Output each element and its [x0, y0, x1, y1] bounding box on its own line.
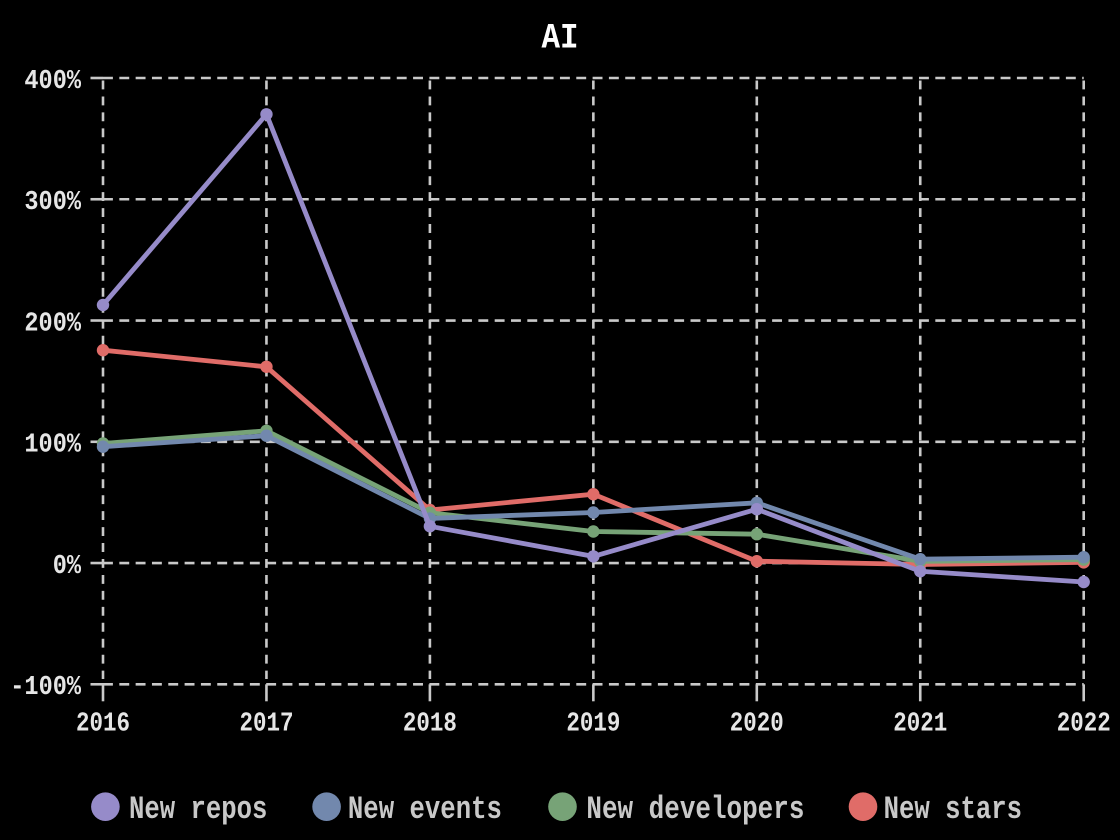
- svg-text:New repos: New repos: [129, 791, 267, 828]
- svg-text:0%: 0%: [53, 552, 82, 582]
- svg-text:400%: 400%: [24, 67, 81, 97]
- svg-text:2020: 2020: [730, 710, 784, 740]
- svg-text:2022: 2022: [1057, 710, 1111, 740]
- svg-text:-100%: -100%: [10, 673, 81, 703]
- svg-text:2019: 2019: [566, 710, 620, 740]
- svg-text:2017: 2017: [239, 710, 293, 740]
- svg-text:New events: New events: [348, 791, 502, 828]
- svg-text:200%: 200%: [24, 309, 81, 339]
- svg-text:2018: 2018: [403, 710, 457, 740]
- svg-text:New developers: New developers: [586, 791, 804, 828]
- svg-text:AI: AI: [542, 18, 579, 58]
- svg-text:New stars: New stars: [884, 791, 1022, 828]
- svg-text:2021: 2021: [893, 710, 947, 740]
- svg-text:2016: 2016: [76, 710, 130, 740]
- svg-text:100%: 100%: [24, 431, 81, 461]
- svg-text:300%: 300%: [24, 188, 81, 218]
